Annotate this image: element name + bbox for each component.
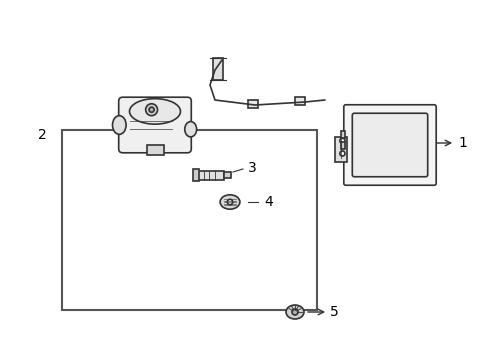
- Ellipse shape: [129, 99, 180, 124]
- Text: 2: 2: [38, 128, 47, 142]
- Bar: [195, 171, 224, 180]
- Text: 5: 5: [329, 305, 338, 319]
- Circle shape: [145, 104, 157, 116]
- Text: 3: 3: [247, 161, 256, 175]
- Bar: [62, 130, 316, 310]
- Bar: [340, 131, 344, 138]
- Ellipse shape: [220, 195, 240, 209]
- Circle shape: [227, 199, 232, 205]
- Bar: [193, 169, 198, 181]
- Ellipse shape: [184, 122, 196, 137]
- Bar: [146, 145, 163, 155]
- Ellipse shape: [285, 305, 304, 319]
- Bar: [224, 172, 230, 178]
- Bar: [340, 143, 344, 149]
- FancyBboxPatch shape: [351, 113, 427, 177]
- Bar: [334, 136, 346, 162]
- FancyBboxPatch shape: [119, 97, 191, 153]
- Circle shape: [339, 151, 344, 156]
- Bar: [294, 97, 305, 105]
- Circle shape: [339, 138, 344, 143]
- Ellipse shape: [112, 116, 126, 134]
- FancyBboxPatch shape: [343, 105, 435, 185]
- Bar: [247, 100, 258, 108]
- Text: 4: 4: [264, 195, 272, 209]
- Text: 1: 1: [457, 136, 466, 150]
- Circle shape: [149, 107, 154, 112]
- Bar: [213, 58, 223, 80]
- Circle shape: [291, 309, 297, 315]
